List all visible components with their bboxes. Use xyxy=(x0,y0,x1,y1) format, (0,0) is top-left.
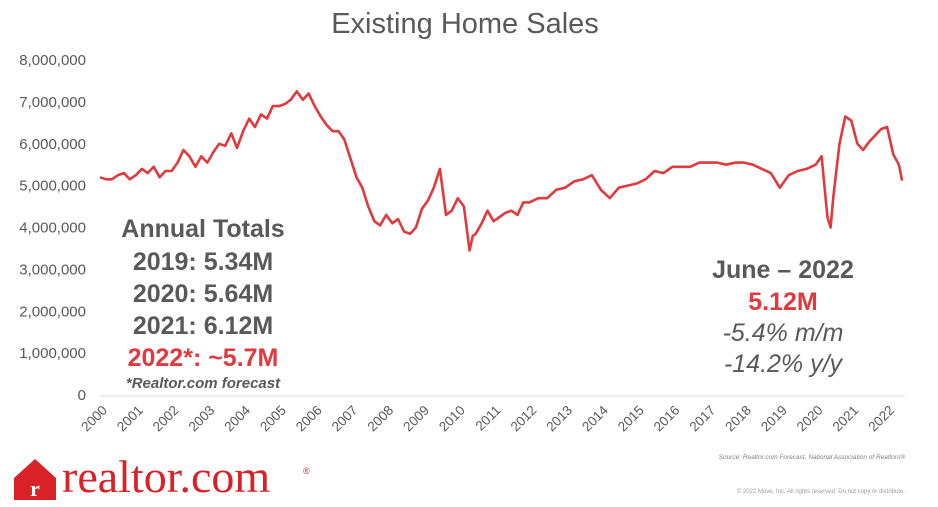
y-tick-label: 2,000,000 xyxy=(19,303,86,320)
logo-trademark: ® xyxy=(303,466,310,476)
y-tick-label: 8,000,000 xyxy=(19,52,86,69)
annual-total-2021: 2021: 6.12M xyxy=(133,312,273,340)
annual-total-2019: 2019: 5.34M xyxy=(133,248,273,276)
x-tick-label: 2001 xyxy=(114,403,146,435)
x-tick-label: 2012 xyxy=(508,403,540,435)
x-tick-label: 2022 xyxy=(865,403,897,435)
x-tick-label: 2007 xyxy=(329,403,361,435)
y-axis-ticks: 8,000,000 7,000,000 6,000,000 5,000,000 4,00… xyxy=(19,52,86,404)
logo-wordmark: realtor.com xyxy=(62,451,270,502)
annual-totals-annotation: Annual Totals 2019: 5.34M 2020: 5.64M 20… xyxy=(121,215,284,392)
annual-total-2020: 2020: 5.64M xyxy=(133,280,273,308)
x-tick-label: 2009 xyxy=(400,403,432,435)
x-tick-label: 2021 xyxy=(830,403,862,435)
y-tick-label: 5,000,000 xyxy=(19,178,86,195)
x-tick-label: 2008 xyxy=(364,403,396,435)
yoy-change: -14.2% y/y xyxy=(724,350,844,378)
x-tick-label: 2018 xyxy=(722,403,754,435)
x-tick-label: 2002 xyxy=(150,403,182,435)
x-tick-label: 2005 xyxy=(257,403,289,435)
x-tick-label: 2006 xyxy=(293,403,325,435)
forecast-note: *Realtor.com forecast xyxy=(126,375,281,392)
x-tick-label: 2014 xyxy=(579,402,611,434)
y-tick-label: 7,000,000 xyxy=(19,94,86,111)
logo-mark: r xyxy=(30,476,40,501)
source-note: Source: Realtor.com Forecast, National A… xyxy=(719,453,906,461)
x-tick-label: 2004 xyxy=(221,402,253,434)
realtor-house-icon: r xyxy=(14,459,56,501)
latest-period: June – 2022 xyxy=(712,256,854,284)
latest-month-annotation: June – 2022 5.12M -5.4% m/m -14.2% y/y xyxy=(712,256,854,378)
x-tick-label: 2015 xyxy=(615,403,647,435)
series-line-existing-home-sales xyxy=(99,90,904,252)
copyright-note: © 2022 Move, Inc. All rights reserved. D… xyxy=(737,488,906,495)
x-axis-ticks: 2000 2001 2002 2003 2004 2005 2006 2007 2008 2009… xyxy=(78,402,897,434)
realtor-logo: r realtor.com ® xyxy=(14,451,310,502)
x-tick-label: 2017 xyxy=(686,403,718,435)
y-tick-label: 3,000,000 xyxy=(19,261,86,278)
latest-value: 5.12M xyxy=(748,288,817,316)
y-tick-label: 1,000,000 xyxy=(19,345,86,362)
x-tick-label: 2013 xyxy=(543,403,575,435)
mom-change: -5.4% m/m xyxy=(723,319,844,347)
y-tick-label: 0 xyxy=(78,387,86,404)
y-tick-label: 6,000,000 xyxy=(19,136,86,153)
x-tick-label: 2003 xyxy=(186,403,218,435)
x-tick-label: 2011 xyxy=(473,403,504,434)
x-tick-label: 2000 xyxy=(78,403,110,435)
x-tick-label: 2016 xyxy=(651,403,683,435)
x-tick-label: 2010 xyxy=(436,403,468,435)
y-tick-label: 4,000,000 xyxy=(19,220,86,237)
x-tick-label: 2019 xyxy=(758,403,790,435)
annual-totals-header: Annual Totals xyxy=(121,215,284,243)
annual-total-2022-forecast: 2022*: ~5.7M xyxy=(128,344,279,372)
x-tick-label: 2020 xyxy=(794,403,826,435)
chart-title: Existing Home Sales xyxy=(331,8,599,40)
